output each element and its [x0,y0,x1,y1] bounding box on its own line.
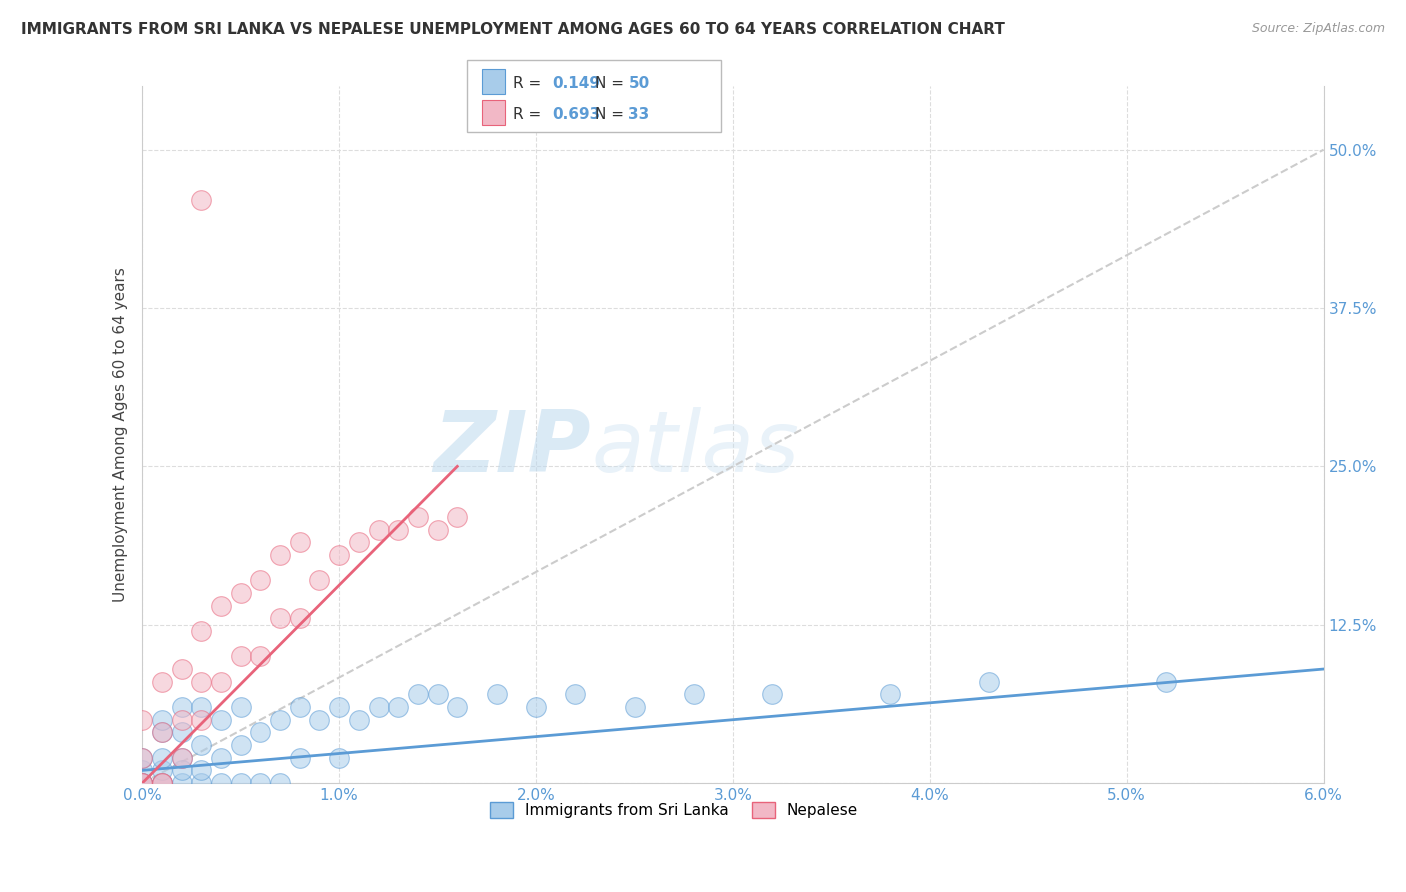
Point [249,574,271,588]
Point [190,624,212,638]
Point [131,750,153,764]
Point [209,750,232,764]
Point [426,523,449,537]
Point [150,776,173,790]
Text: 0.693: 0.693 [553,107,600,122]
Legend: Immigrants from Sri Lanka, Nepalese: Immigrants from Sri Lanka, Nepalese [484,796,865,824]
Point [190,674,212,689]
Text: Source: ZipAtlas.com: Source: ZipAtlas.com [1251,22,1385,36]
Point [761,687,783,701]
Point [524,700,547,714]
Point [131,776,153,790]
Point [269,611,291,625]
Point [150,776,173,790]
Point [131,776,153,790]
Point [564,687,586,701]
Point [347,713,370,727]
Point [269,713,291,727]
Point [308,713,330,727]
Point [1154,674,1177,689]
Point [288,750,311,764]
Text: 50: 50 [628,77,650,91]
Y-axis label: Unemployment Among Ages 60 to 64 years: Unemployment Among Ages 60 to 64 years [114,268,128,602]
Point [406,687,429,701]
Point [347,535,370,549]
Point [131,776,153,790]
Point [229,738,252,752]
Point [209,713,232,727]
Point [170,725,193,739]
Point [308,574,330,588]
Text: R =: R = [513,107,547,122]
Point [249,649,271,664]
Point [131,764,153,778]
Point [288,611,311,625]
Point [150,713,173,727]
Text: IMMIGRANTS FROM SRI LANKA VS NEPALESE UNEMPLOYMENT AMONG AGES 60 TO 64 YEARS COR: IMMIGRANTS FROM SRI LANKA VS NEPALESE UN… [21,22,1005,37]
Point [170,713,193,727]
Point [406,510,429,524]
Point [170,776,193,790]
Text: atlas: atlas [591,407,799,490]
Point [229,586,252,600]
Text: ZIP: ZIP [433,407,591,490]
Point [170,764,193,778]
Point [269,776,291,790]
Point [150,776,173,790]
Point [190,713,212,727]
Point [485,687,508,701]
Point [170,750,193,764]
Point [150,725,173,739]
Point [249,725,271,739]
Point [328,700,350,714]
Point [170,700,193,714]
Point [229,649,252,664]
Point [190,776,212,790]
Point [269,548,291,562]
Point [131,776,153,790]
Point [190,738,212,752]
Point [288,700,311,714]
Point [150,764,173,778]
Point [131,750,153,764]
Point [623,700,645,714]
Text: N =: N = [595,77,628,91]
Point [229,776,252,790]
Point [131,776,153,790]
Point [170,750,193,764]
Text: R =: R = [513,77,547,91]
Point [446,510,468,524]
Point [190,700,212,714]
Point [328,548,350,562]
Point [190,194,212,208]
Point [209,776,232,790]
Point [150,725,173,739]
Point [387,523,409,537]
Point [977,674,1000,689]
Point [131,713,153,727]
Point [426,687,449,701]
Point [367,523,389,537]
Point [446,700,468,714]
Point [209,674,232,689]
Point [328,750,350,764]
Point [288,535,311,549]
Point [170,662,193,676]
Point [150,776,173,790]
Text: N =: N = [595,107,628,122]
Text: 0.149: 0.149 [553,77,600,91]
Point [879,687,901,701]
Point [367,700,389,714]
Point [150,674,173,689]
Text: 33: 33 [628,107,650,122]
Point [387,700,409,714]
Point [682,687,704,701]
Point [150,750,173,764]
Point [229,700,252,714]
Point [249,776,271,790]
Point [190,764,212,778]
Point [209,599,232,613]
